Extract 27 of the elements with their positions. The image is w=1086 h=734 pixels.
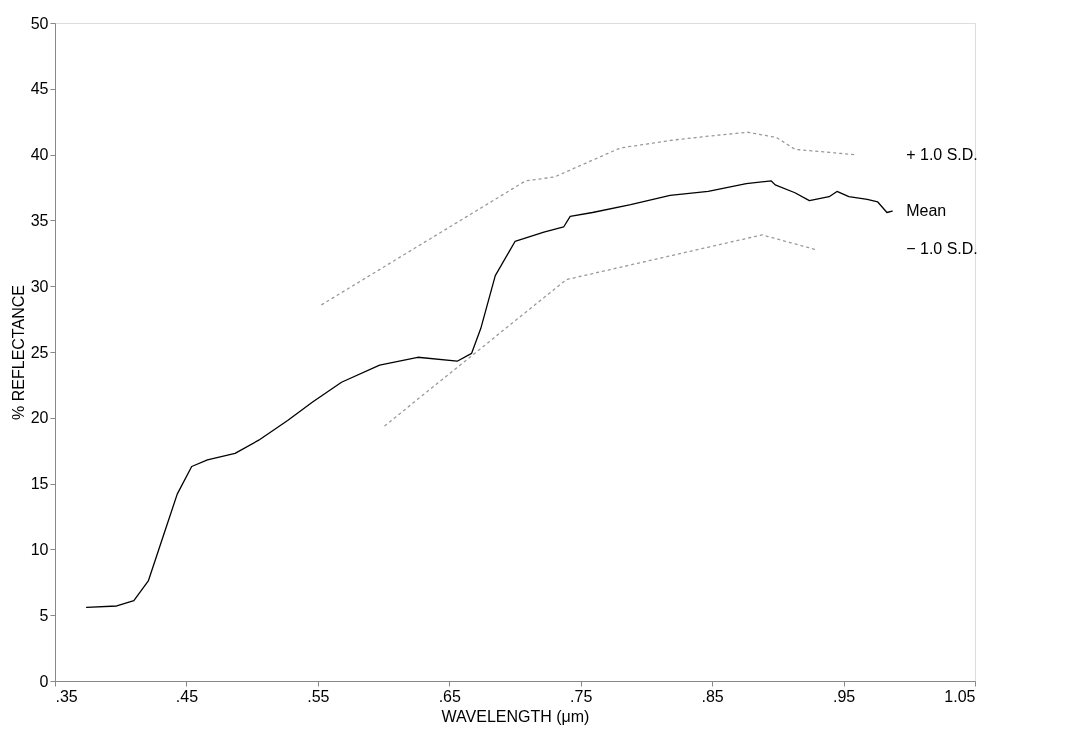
line-series <box>384 234 816 427</box>
text: − 1.0 S.D. <box>906 240 978 258</box>
line-series <box>85 180 893 608</box>
y-tick-label: 20 <box>30 409 49 427</box>
y-tick-label: 15 <box>30 475 49 493</box>
line-series <box>321 131 855 306</box>
series-label: Mean <box>906 202 947 220</box>
y-tick-label: 40 <box>30 146 49 164</box>
y-tick-label: 5 <box>39 606 49 624</box>
y-tick-label: 45 <box>30 80 49 98</box>
x-tick-label: .65 <box>438 687 461 705</box>
y-tick-label: 25 <box>30 343 49 361</box>
y-tick-label: 50 <box>30 14 49 32</box>
y-tick-label: 35 <box>30 211 49 229</box>
x-tick-label: .55 <box>307 687 330 705</box>
x-axis-title: WAVELENGTH (μm) <box>441 707 590 725</box>
y-axis-title: % REFLECTANCE <box>9 285 27 420</box>
x-tick-label: 1.05 <box>944 687 976 705</box>
x-tick-label: .85 <box>701 687 724 705</box>
x-tick-label: .95 <box>832 687 856 705</box>
text: + 1.0 S.D. <box>906 145 978 163</box>
y-tick-label: 30 <box>30 277 49 295</box>
y-tick-label: 10 <box>30 540 49 558</box>
x-tick-label: .45 <box>175 687 199 705</box>
y-tick-label: 0 <box>39 672 49 690</box>
x-tick-label: .35 <box>55 687 78 705</box>
x-tick-label: .75 <box>570 687 593 705</box>
